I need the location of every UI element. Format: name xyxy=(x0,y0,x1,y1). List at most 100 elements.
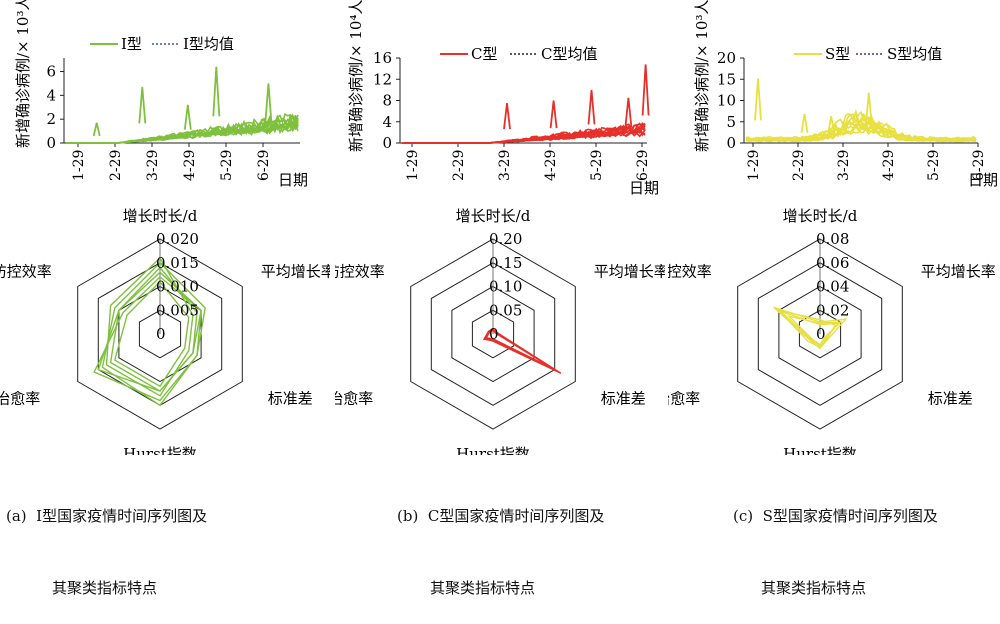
series-peak xyxy=(624,97,633,128)
legend-label-series: C型 xyxy=(471,45,497,63)
legend: S型 S型均值 xyxy=(794,45,942,63)
radar-axis-label: 治愈率 xyxy=(0,390,40,408)
legend-label-mean: S型均值 xyxy=(887,45,942,63)
y-tick-label: 4 xyxy=(46,86,56,104)
x-ticks: 1-29 2-29 3-29 4-29 5-29 6-29 xyxy=(405,143,651,181)
radar-ring xyxy=(737,238,903,430)
radar-profile xyxy=(105,256,194,397)
legend: C型 C型均值 xyxy=(440,45,597,63)
series-lines xyxy=(402,64,650,144)
y-axis-label: 新增确诊病例/× 10³人 xyxy=(14,0,32,148)
radar-tick-label: 0.02 xyxy=(816,301,849,319)
radar-profile xyxy=(113,280,190,388)
x-tick-label: 2-29 xyxy=(791,150,807,181)
legend-label-mean: I型均值 xyxy=(183,35,234,53)
radar-axis-label: 防控效率 xyxy=(668,263,712,281)
radar-tick-label: 0.06 xyxy=(816,254,849,272)
y-tick-label: 10 xyxy=(717,92,736,110)
radar-profile xyxy=(776,309,837,348)
caption-c-line2: 其聚类指标特点 xyxy=(761,579,867,597)
line-chart-type-c: 新增确诊病例/× 10⁴人 0 4 8 12 16 1-29 2-29 3-29 4-29 5-… xyxy=(347,0,659,197)
caption-b-line2: 其聚类指标特点 xyxy=(430,579,536,597)
radar-profile xyxy=(97,271,202,392)
x-tick-label: 3-29 xyxy=(497,150,513,181)
radar-profile xyxy=(485,328,555,370)
radar-tick-labels: 0 0.02 0.04 0.06 0.08 xyxy=(816,230,849,343)
x-tick-label: 3-29 xyxy=(145,150,161,181)
radar-axis-label: Hurst指数 xyxy=(783,445,857,455)
radar-axis-label: 增长时长/d xyxy=(123,207,198,225)
line-chart-type-i: 新增确诊病例/× 10³人 0 2 4 6 1-29 2-29 3-29 4-29 5-29 6… xyxy=(14,0,308,189)
radar-profiles xyxy=(93,256,206,407)
caption-c: (c) S型国家疫情时间序列图及 其聚类指标特点 xyxy=(733,456,938,624)
series-peak xyxy=(264,83,273,123)
series-peak xyxy=(549,100,558,129)
series-peak xyxy=(503,103,511,130)
x-tick-label: 1-29 xyxy=(71,150,87,181)
caption-a-line1: (a) I型国家疫情时间序列图及 xyxy=(6,507,208,525)
radar-tick-label: 0.020 xyxy=(156,230,199,248)
radar-tick-label: 0 xyxy=(489,325,499,343)
y-tick-label: 6 xyxy=(46,63,56,81)
y-axis-label: 新增确诊病例/× 10⁴人 xyxy=(347,0,365,152)
radar-ring xyxy=(430,262,556,406)
radar-tick-label: 0.10 xyxy=(489,278,522,296)
radar-profile xyxy=(482,327,556,371)
radar-axis-label: 增长时长/d xyxy=(456,207,531,225)
x-tick-label: 4-29 xyxy=(881,150,897,181)
y-axis-label: 新增确诊病例/× 10³人 xyxy=(693,0,711,152)
radar-ring xyxy=(757,262,883,406)
radar-tick-label: 0.005 xyxy=(156,301,199,319)
y-tick-label: 2 xyxy=(46,110,56,128)
y-tick-label: 5 xyxy=(726,113,736,131)
y-tick-label: 15 xyxy=(717,70,736,88)
x-ticks: 1-29 2-29 3-29 4-29 5-29 6-29 xyxy=(71,143,272,181)
radar-tick-labels: 0 0.005 0.010 0.015 0.020 xyxy=(156,230,199,343)
radar-tick-labels: 0 0.05 0.10 0.15 0.20 xyxy=(489,230,522,343)
x-tick-label: 6-29 xyxy=(256,150,272,181)
legend: I型 I型均值 xyxy=(90,35,234,53)
x-tick-label: 5-29 xyxy=(219,150,235,181)
radar-axis-label: 平均增长率 xyxy=(921,263,996,281)
y-tick-label: 12 xyxy=(373,70,392,88)
x-axis-label: 日期 xyxy=(968,171,998,189)
x-tick-label: 6-29 xyxy=(971,150,987,181)
radar-axis-label: Hurst指数 xyxy=(456,445,530,455)
series-line xyxy=(402,122,646,144)
series-peak xyxy=(754,78,762,121)
caption-a-line2: 其聚类指标特点 xyxy=(52,579,158,597)
series-line xyxy=(745,110,977,141)
series-peak xyxy=(212,66,221,117)
y-tick-label: 0 xyxy=(382,134,392,152)
caption-c-line1: (c) S型国家疫情时间序列图及 xyxy=(733,507,938,525)
y-tick-label: 0 xyxy=(46,134,56,152)
y-tick-label: 20 xyxy=(717,49,736,67)
radar-axis-label: 标准差 xyxy=(601,390,646,408)
radar-tick-label: 0.010 xyxy=(156,278,199,296)
radar-axis-label: 平均增长率 xyxy=(594,263,665,281)
radar-ring xyxy=(77,238,243,430)
x-tick-label: 4-29 xyxy=(182,150,198,181)
series-peak xyxy=(183,104,192,130)
radar-axis-label: 标准差 xyxy=(268,390,313,408)
radar-grid xyxy=(410,238,576,430)
series-peak xyxy=(864,92,873,126)
legend-label-series: S型 xyxy=(825,45,850,63)
radar-tick-label: 0.04 xyxy=(816,278,849,296)
radar-tick-label: 0.015 xyxy=(156,254,199,272)
radar-axis-label: 平均增长率 xyxy=(261,263,330,281)
x-tick-label: 4-29 xyxy=(543,150,559,181)
series-lines xyxy=(745,78,977,143)
series-peak xyxy=(92,122,101,137)
y-tick-label: 0 xyxy=(726,134,736,152)
y-ticks: 0 4 8 12 16 xyxy=(373,49,400,152)
radar-axis-label: 防控效率 xyxy=(335,263,385,281)
x-tick-label: 3-29 xyxy=(836,150,852,181)
x-tick-label: 1-29 xyxy=(405,150,421,181)
x-tick-label: 2-29 xyxy=(451,150,467,181)
radar-axis-label: 防控效率 xyxy=(0,263,52,281)
radar-ring xyxy=(138,309,182,359)
